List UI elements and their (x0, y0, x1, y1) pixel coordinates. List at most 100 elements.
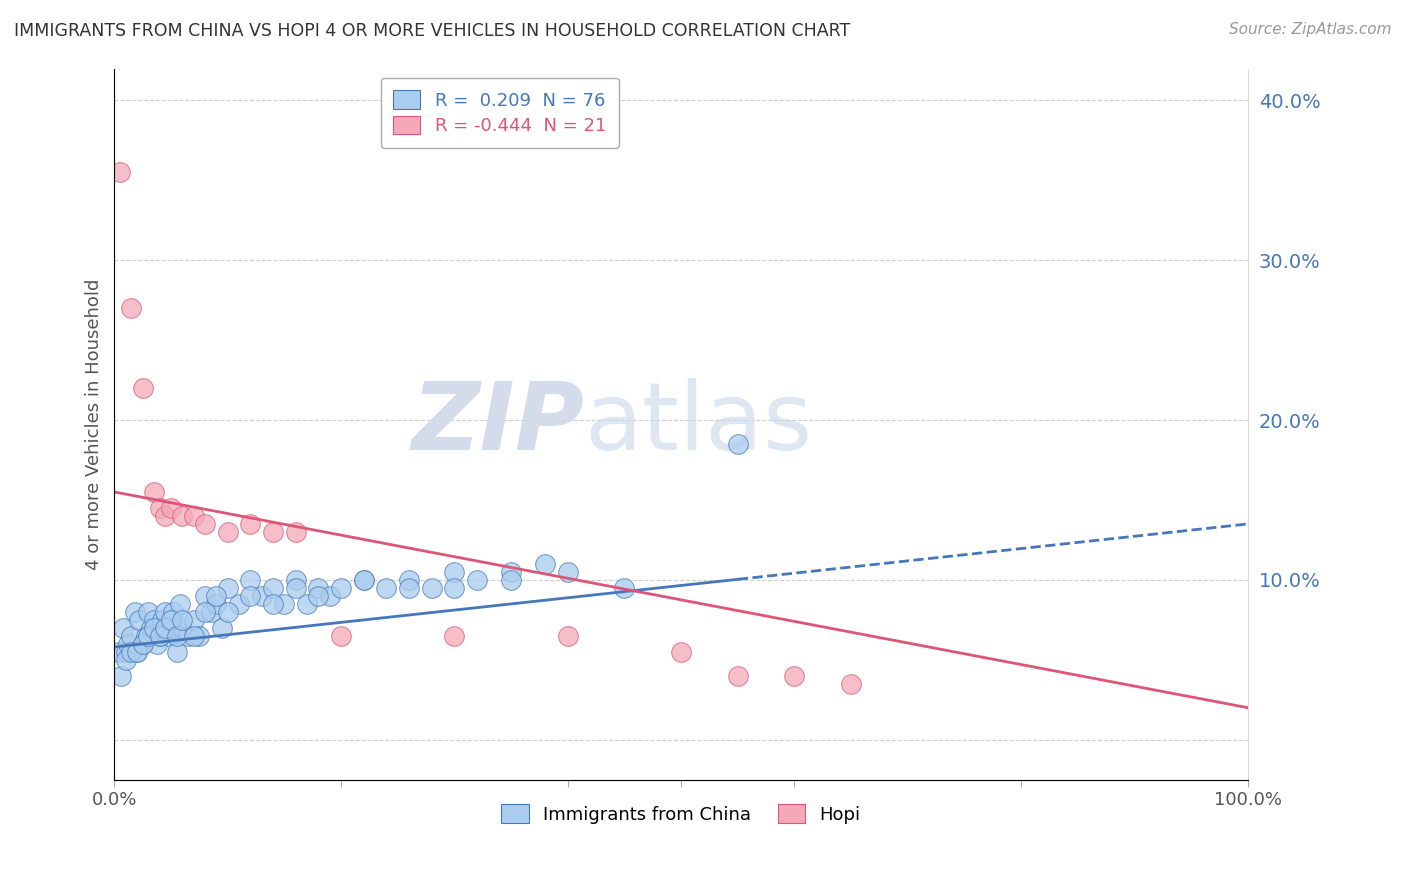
Point (188, 629, 211, 643)
Point (239, 516, 262, 531)
Point (143, 613, 166, 627)
Point (239, 573, 262, 587)
Point (534, 557, 557, 571)
Point (839, 677, 862, 691)
Point (110, 669, 132, 683)
Point (319, 589, 342, 603)
Point (108, 165, 131, 179)
Point (205, 589, 228, 603)
Point (120, 301, 142, 316)
Text: atlas: atlas (585, 378, 813, 470)
Point (284, 524, 307, 539)
Point (172, 508, 194, 523)
Point (157, 629, 180, 643)
Point (194, 589, 217, 603)
Point (501, 573, 523, 587)
Legend: Immigrants from China, Hopi: Immigrants from China, Hopi (491, 794, 872, 835)
Point (139, 621, 162, 635)
Point (155, 621, 177, 635)
Point (124, 605, 146, 619)
Point (307, 581, 329, 595)
Point (183, 508, 205, 523)
Point (375, 581, 398, 595)
Point (353, 573, 375, 587)
Point (501, 565, 523, 579)
Point (183, 613, 205, 627)
Point (114, 645, 136, 659)
Point (120, 645, 142, 659)
Point (205, 597, 228, 611)
Point (162, 605, 184, 619)
Point (132, 637, 155, 651)
Point (284, 573, 307, 587)
Point (273, 597, 295, 611)
Point (727, 437, 749, 451)
Point (262, 597, 284, 611)
Point (128, 613, 150, 627)
Point (443, 565, 465, 579)
Point (217, 581, 239, 595)
Point (307, 589, 329, 603)
Point (613, 581, 636, 595)
Point (169, 597, 191, 611)
Point (557, 565, 579, 579)
Point (443, 581, 465, 595)
Point (465, 573, 488, 587)
Point (262, 524, 284, 539)
Point (143, 621, 166, 635)
Point (155, 508, 177, 523)
Point (112, 621, 135, 635)
Point (125, 645, 148, 659)
Point (228, 597, 250, 611)
Point (146, 637, 169, 651)
Point (135, 629, 157, 643)
Point (108, 645, 131, 659)
Text: IMMIGRANTS FROM CHINA VS HOPI 4 OR MORE VEHICLES IN HOUSEHOLD CORRELATION CHART: IMMIGRANTS FROM CHINA VS HOPI 4 OR MORE … (14, 22, 851, 40)
Point (160, 613, 183, 627)
Point (149, 500, 172, 515)
Point (211, 621, 233, 635)
Point (295, 597, 318, 611)
Point (330, 581, 353, 595)
Point (166, 629, 188, 643)
Point (557, 629, 579, 643)
Point (160, 621, 183, 635)
Point (398, 581, 420, 595)
Point (262, 581, 284, 595)
Point (138, 629, 160, 643)
Point (160, 500, 183, 515)
Point (166, 645, 188, 659)
Point (138, 605, 160, 619)
Point (200, 605, 222, 619)
Point (155, 605, 177, 619)
Point (114, 653, 136, 667)
Point (150, 613, 173, 627)
Point (183, 629, 205, 643)
Y-axis label: 4 or more Vehicles in Household: 4 or more Vehicles in Household (86, 278, 103, 570)
Point (250, 589, 273, 603)
Point (149, 629, 172, 643)
Point (120, 629, 142, 643)
Point (125, 645, 148, 659)
Point (217, 524, 239, 539)
Point (239, 589, 262, 603)
Text: ZIP: ZIP (412, 378, 585, 470)
Point (194, 605, 217, 619)
Point (727, 669, 749, 683)
Point (284, 581, 307, 595)
Point (172, 613, 194, 627)
Point (217, 605, 239, 619)
Point (132, 381, 155, 395)
Point (177, 629, 200, 643)
Point (398, 573, 420, 587)
Point (172, 621, 194, 635)
Point (149, 629, 172, 643)
Point (669, 645, 692, 659)
Point (194, 516, 217, 531)
Point (143, 485, 166, 500)
Point (420, 581, 443, 595)
Point (783, 669, 806, 683)
Text: Source: ZipAtlas.com: Source: ZipAtlas.com (1229, 22, 1392, 37)
Point (353, 573, 375, 587)
Point (443, 629, 465, 643)
